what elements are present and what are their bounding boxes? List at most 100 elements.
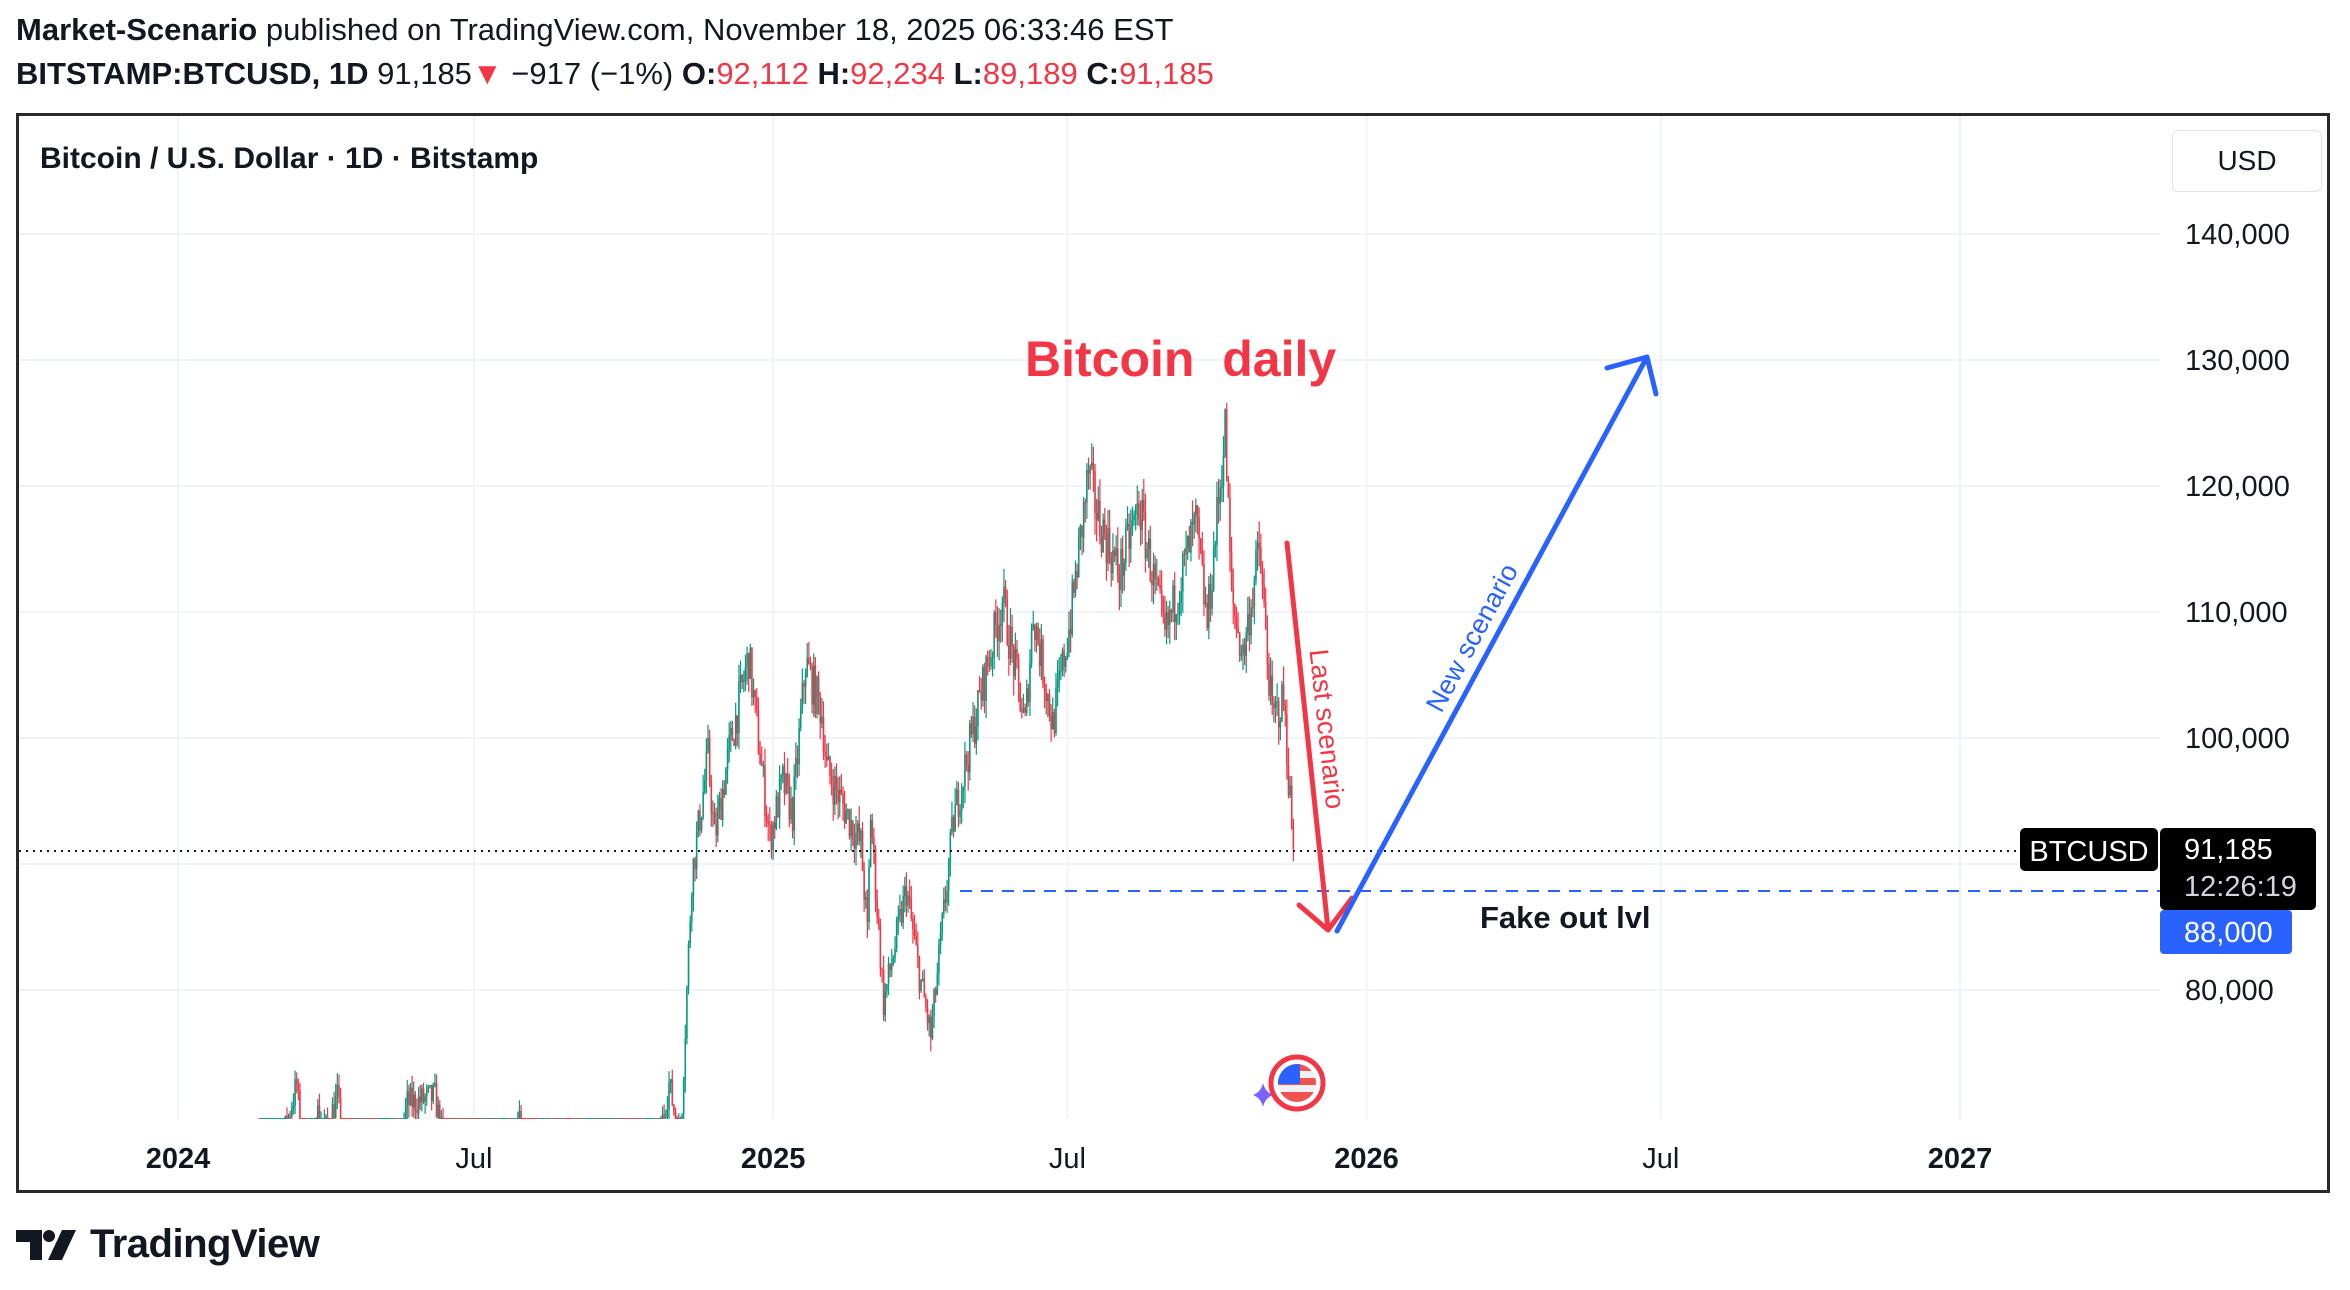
candle-body [360, 1118, 363, 1119]
candle-body [313, 1118, 316, 1119]
candle-body [302, 1118, 304, 1119]
candle-body [497, 1118, 500, 1119]
candle-body [538, 1118, 540, 1119]
time-tick-label: Jul [455, 1143, 492, 1175]
candle-body [762, 765, 765, 767]
candle-body [1251, 607, 1254, 609]
candle-body [383, 1118, 386, 1119]
candle-body [435, 1082, 438, 1118]
tradingview-logo[interactable]: TradingView [16, 1222, 320, 1267]
candle-body [894, 948, 896, 959]
candle-body [1248, 613, 1251, 636]
fake-out-label: Fake out lvl [1480, 900, 1651, 935]
candle-body [816, 676, 818, 714]
last-scenario-arrow[interactable] [1284, 540, 1355, 933]
candle-body [699, 810, 701, 831]
candle-body [539, 1118, 542, 1119]
candle-body [799, 710, 802, 729]
candle-body [349, 1118, 352, 1119]
candle-body [269, 1118, 272, 1119]
candle-body [1195, 505, 1197, 515]
author-name[interactable]: Market-Scenario [16, 12, 258, 47]
candle-body [1142, 499, 1145, 512]
candle-body [710, 782, 713, 813]
candle-body [1076, 570, 1078, 578]
candle-body [608, 1118, 610, 1119]
currency-button[interactable]: USD [2172, 130, 2322, 192]
candle-body [765, 816, 768, 821]
candle-body [552, 1118, 555, 1119]
candle-body [284, 1116, 287, 1119]
candle-body [393, 1118, 396, 1119]
candle-body [417, 1096, 420, 1114]
candle-body [853, 839, 856, 849]
candle-body [408, 1091, 410, 1105]
price-axis[interactable]: 140,000 130,000 120,000 110,000 100,000 80,00… [2185, 219, 2290, 1007]
us-flag-event-icon[interactable] [1253, 1054, 1326, 1112]
candle-body [268, 1118, 270, 1119]
candle-body [1131, 520, 1134, 529]
candle-body [1258, 542, 1261, 547]
candle-body [547, 1118, 550, 1119]
candle-body [276, 1118, 278, 1119]
candle-body [811, 666, 813, 705]
candle-body [421, 1088, 423, 1103]
candle-body [795, 758, 797, 777]
new-scenario-arrow[interactable] [1334, 354, 1659, 934]
candle-body [453, 1118, 456, 1119]
candle-body [728, 735, 730, 749]
candle-body [931, 1016, 934, 1039]
candle-body [1152, 563, 1155, 586]
candle-body [1229, 497, 1231, 552]
candle-body [591, 1118, 594, 1119]
candle-body [445, 1118, 448, 1119]
candle-body [1115, 548, 1117, 557]
candle-body [700, 817, 703, 831]
candle-body [1035, 626, 1038, 640]
candle-body [895, 919, 898, 949]
candle-body [1055, 687, 1057, 734]
candle-body [477, 1118, 480, 1119]
candle-body [635, 1118, 638, 1119]
candle-body [339, 1097, 342, 1119]
candle-body [892, 958, 895, 965]
candle-body [1121, 548, 1124, 576]
candle-body [990, 657, 992, 667]
candle-body [604, 1118, 607, 1119]
candle-body [336, 1085, 339, 1096]
candle-body [588, 1118, 591, 1119]
candle-body [1012, 646, 1015, 677]
time-axis[interactable]: 2024 Jul 2025 Jul 2026 Jul 2027 [146, 1143, 1993, 1175]
candle-body [1175, 614, 1178, 623]
candle-body [1056, 679, 1059, 688]
candle-body [580, 1118, 583, 1119]
candle-body [489, 1118, 491, 1119]
candle-body [1008, 644, 1010, 659]
candle-body [1196, 505, 1199, 518]
candle-body [1084, 502, 1087, 504]
candle-body [869, 819, 872, 867]
candle-body [1169, 610, 1171, 625]
candle-body [291, 1108, 293, 1117]
candle-body [517, 1118, 519, 1119]
candle-body [1073, 581, 1075, 593]
candle-body [907, 895, 909, 906]
candle-body [939, 932, 942, 945]
candle-body [460, 1118, 462, 1119]
candle-body [479, 1118, 482, 1119]
candle-body [858, 823, 861, 842]
candle-body [536, 1118, 539, 1119]
candle-body [569, 1118, 571, 1119]
candle-body [1051, 712, 1054, 730]
candle-body [964, 754, 966, 787]
candle-body [751, 647, 753, 698]
candle-body [1069, 628, 1072, 635]
candle-body [1107, 527, 1109, 563]
candle-body [570, 1118, 573, 1119]
candle-body [612, 1118, 615, 1119]
candle-body [300, 1118, 303, 1119]
candle-body [1123, 562, 1126, 576]
candle-body [1188, 536, 1191, 553]
candle-body [1159, 584, 1161, 590]
